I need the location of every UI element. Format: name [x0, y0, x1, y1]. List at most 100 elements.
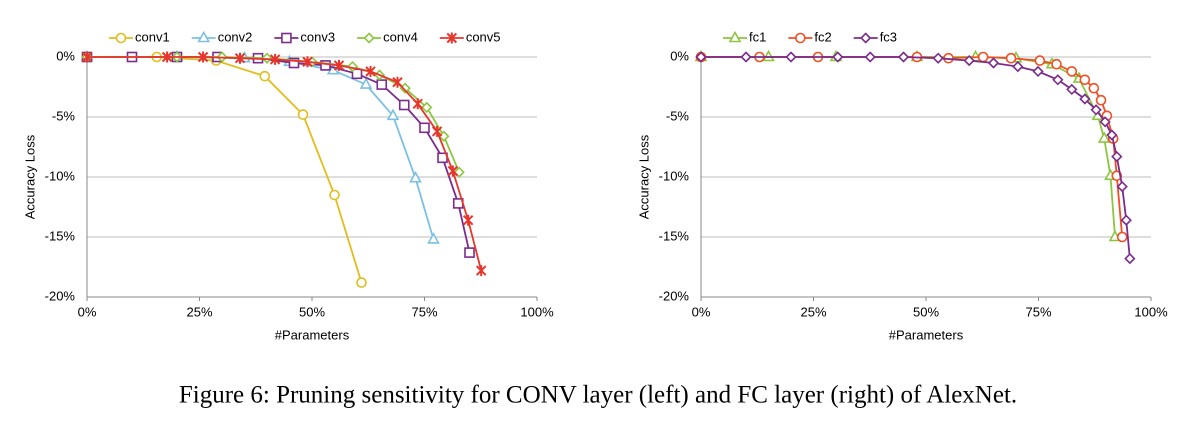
marker — [740, 51, 752, 63]
marker — [728, 30, 742, 43]
y-tick-label: -5% — [666, 108, 690, 123]
marker — [1051, 58, 1062, 70]
marker — [329, 189, 340, 201]
marker — [987, 57, 1000, 69]
marker — [356, 277, 367, 288]
marker — [288, 57, 300, 69]
legend-label: conv4 — [383, 29, 418, 44]
marker — [398, 99, 410, 111]
marker — [897, 51, 910, 63]
marker — [281, 32, 292, 44]
y-tick-label: -20% — [659, 288, 690, 303]
caption: Figure 6: Pruning sensitivity for CONV l… — [179, 382, 1017, 409]
marker — [161, 51, 173, 63]
legend-label: conv3 — [300, 29, 335, 44]
marker — [1066, 83, 1078, 96]
marker — [963, 54, 975, 67]
y-tick-label: -5% — [52, 108, 76, 123]
marker — [431, 125, 443, 137]
marker — [197, 51, 209, 63]
legend-label: fc1 — [749, 29, 766, 44]
x-axis-label: #Parameters — [889, 327, 964, 342]
marker — [1005, 52, 1017, 64]
y-tick-label: -20% — [45, 288, 76, 303]
marker — [932, 52, 944, 64]
y-tick-label: 0% — [670, 48, 689, 63]
marker — [412, 98, 423, 110]
marker — [1116, 231, 1128, 243]
x-tick-label: 25% — [800, 304, 826, 319]
marker — [197, 30, 211, 43]
marker — [1034, 55, 1046, 66]
x-tick-label: 50% — [913, 304, 939, 319]
marker — [392, 76, 403, 88]
marker — [447, 165, 459, 177]
marker — [320, 60, 331, 71]
marker — [419, 122, 430, 134]
marker — [409, 171, 422, 183]
legend-label: fc3 — [880, 29, 897, 44]
marker — [376, 79, 388, 90]
marker — [261, 52, 273, 64]
y-tick-label: -10% — [45, 168, 76, 183]
series-line — [87, 56, 460, 173]
marker — [297, 109, 309, 120]
marker — [1012, 60, 1024, 73]
marker — [785, 51, 797, 63]
marker — [864, 51, 876, 63]
marker — [1120, 214, 1132, 226]
marker — [386, 108, 400, 121]
marker — [1090, 104, 1102, 116]
legend-label: conv1 — [135, 29, 170, 44]
marker — [832, 51, 844, 63]
x-tick-label: 100% — [520, 304, 554, 319]
marker — [1095, 94, 1107, 106]
marker — [1066, 66, 1078, 77]
marker — [977, 51, 989, 63]
series-line — [87, 56, 483, 271]
marker — [695, 51, 707, 63]
marker — [475, 265, 487, 277]
series-line — [701, 56, 1116, 238]
x-tick-label: 50% — [299, 304, 325, 319]
x-tick-label: 75% — [411, 304, 437, 319]
marker — [1097, 131, 1111, 143]
legend-label: fc2 — [814, 29, 831, 44]
y-tick-label: -15% — [45, 228, 76, 243]
marker — [860, 32, 872, 44]
marker — [1052, 74, 1064, 86]
y-tick-label: -15% — [659, 228, 690, 243]
marker — [269, 53, 281, 65]
marker — [464, 247, 475, 258]
series-line — [87, 56, 471, 253]
y-axis-label: Accuracy Loss — [22, 134, 37, 219]
marker — [1088, 82, 1100, 94]
y-axis-label: Accuracy Loss — [636, 134, 651, 219]
marker — [795, 32, 806, 44]
marker — [462, 214, 474, 226]
x-axis-label: #Parameters — [275, 327, 350, 342]
x-tick-label: 0% — [78, 304, 97, 319]
marker — [446, 32, 458, 44]
legend-label: conv2 — [218, 29, 253, 44]
marker — [1099, 116, 1111, 128]
marker — [1032, 65, 1044, 78]
marker — [359, 77, 373, 89]
marker — [234, 52, 246, 64]
x-tick-label: 100% — [1134, 304, 1168, 319]
y-tick-label: -10% — [659, 168, 690, 183]
marker — [1079, 74, 1091, 86]
marker — [427, 232, 440, 244]
marker — [115, 32, 127, 44]
x-tick-label: 0% — [692, 304, 711, 319]
marker — [365, 65, 376, 77]
marker — [762, 49, 775, 62]
x-tick-label: 75% — [1025, 304, 1051, 319]
legend-label: conv5 — [466, 29, 501, 44]
y-tick-label: 0% — [56, 48, 75, 63]
marker — [259, 70, 271, 82]
marker — [1079, 93, 1091, 105]
marker — [302, 56, 313, 68]
marker — [81, 51, 93, 63]
